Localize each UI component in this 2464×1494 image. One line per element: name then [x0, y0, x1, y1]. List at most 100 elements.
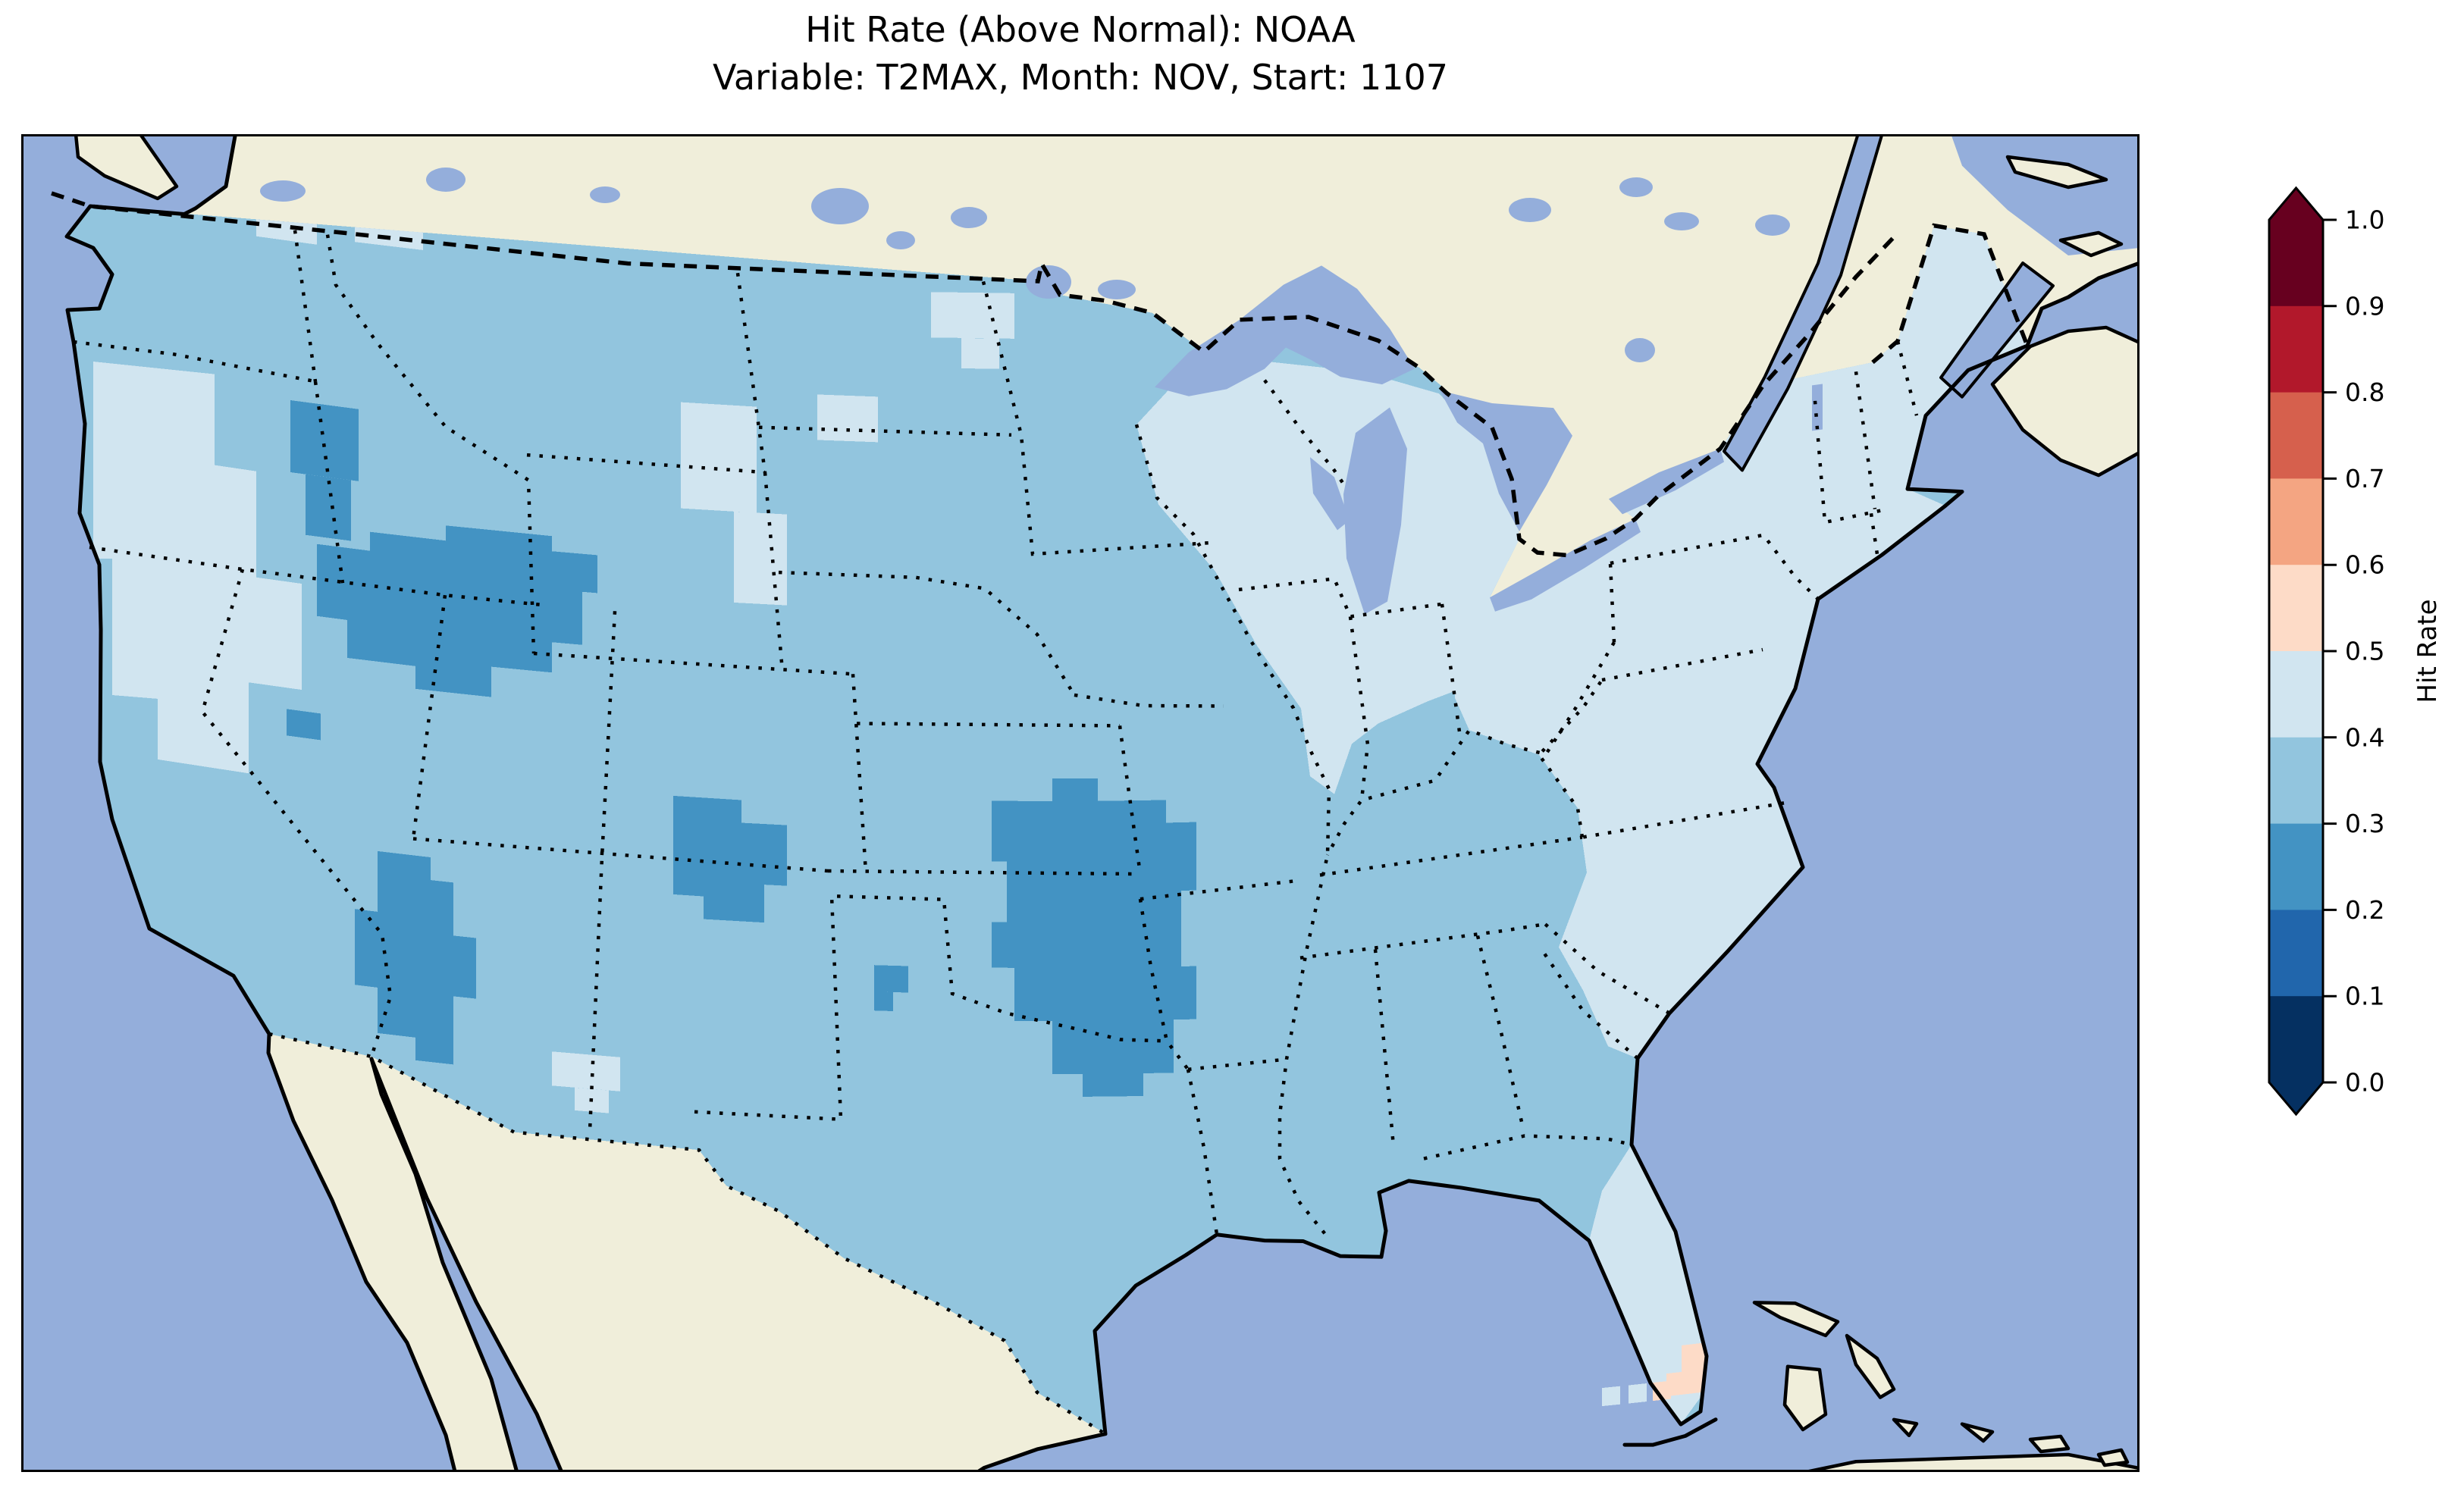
- eleuthera-island: [1845, 1333, 1896, 1399]
- canada-lake: [260, 180, 306, 202]
- colorbar-tick-label: 0.4: [2345, 722, 2384, 752]
- cuba: [1797, 1452, 2140, 1472]
- canada-lake: [1098, 280, 1136, 299]
- prince-edward-island: [2058, 230, 2124, 258]
- colorbar-bin-0.7-0.8: [2269, 392, 2323, 479]
- us-canada-border: [51, 191, 1895, 558]
- hit-rate-region-light-florida-peninsula: [1589, 1145, 1707, 1425]
- lake-of-the-woods: [1026, 265, 1071, 299]
- colorbar-over-arrow: [2269, 188, 2323, 220]
- colorbar-bin-0.4-0.5: [2269, 651, 2323, 738]
- hit-rate-region-light-keys-cells: [1602, 1386, 1620, 1407]
- andros-island: [1782, 1364, 1828, 1432]
- colorbar-tick-label: 1.0: [2345, 205, 2384, 235]
- hit-rate-region-light-nd-mn-cells: [931, 292, 1014, 339]
- lake-ontario: [1609, 448, 1724, 515]
- colorbar-axis-label: Hit Rate: [2412, 599, 2443, 703]
- vancouver-island: [74, 134, 179, 201]
- hit-rate-region-light-nd-mn-cells: [961, 338, 999, 369]
- hit-rate-region-dark-nv-cells: [287, 709, 321, 741]
- colorbar-tick-label: 0.8: [2345, 377, 2384, 407]
- figure-title-line2: Variable: T2MAX, Month: NOV, Start: 1107: [712, 57, 1449, 99]
- canada-lake: [1755, 215, 1790, 236]
- lake-huron: [1440, 390, 1572, 532]
- colorbar-bin-0.3-0.4: [2269, 737, 2323, 825]
- hit-rate-region-dark-southern-plains: [992, 778, 1196, 1097]
- bay-of-fundy: [1939, 262, 2055, 399]
- canada-lake: [1625, 338, 1655, 362]
- canada-lake: [1619, 177, 1653, 197]
- colorbar-bin-0.2-0.3: [2269, 823, 2323, 910]
- colorbar-tick-label: 0.2: [2345, 895, 2384, 925]
- colorbar-tick-label: 0.5: [2345, 637, 2384, 666]
- hit-rate-region-dark-tx-panhandle-cells: [874, 965, 908, 993]
- colorbar-tick-label: 0.9: [2345, 291, 2384, 321]
- map-frame: [21, 134, 2140, 1472]
- colorbar-bin-0.1-0.2: [2269, 910, 2323, 997]
- state-borders: [73, 230, 1919, 1436]
- figure-title: Hit Rate (Above Normal): NOAA Variable: …: [21, 6, 2140, 102]
- colorbar-under-arrow: [2269, 1082, 2323, 1114]
- hit-rate-data-layer: [67, 206, 2027, 1434]
- map-canvas: [21, 134, 2140, 1472]
- hit-rate-region-light-east: [1455, 225, 2027, 1059]
- grand-bahama: [1752, 1301, 1840, 1338]
- hit-rate-region-light-id-mt-cells: [734, 511, 787, 606]
- hit-rate-offshore-cells: [1602, 1380, 1671, 1407]
- bahama-cay: [2028, 1434, 2071, 1454]
- canada-lake: [426, 168, 466, 192]
- hit-rate-region-dark-west-interior: [317, 525, 597, 697]
- hit-rate-region-dark-co-nm: [673, 795, 787, 923]
- canada-lake: [886, 231, 915, 249]
- colorbar-tick-label: 0.3: [2345, 809, 2384, 838]
- canada-lake: [811, 188, 869, 224]
- hit-rate-region-dark-tx-panhandle-cells: [874, 991, 893, 1011]
- canada-lake: [951, 207, 987, 228]
- hit-rate-region-dark-az: [355, 850, 476, 1065]
- colorbar-bin-0.8-0.9: [2269, 305, 2323, 393]
- colorbar-ticks: 1.0 0.9 0.8 0.7 0.6 0.5 0.4 0.3 0.2 0.1 0.0: [2323, 205, 2384, 1098]
- canada-lake: [1664, 212, 1699, 230]
- lake-champlain: [1812, 384, 1823, 431]
- colorbar-segments: [2269, 220, 2323, 1083]
- colorbar-bin-0.0-0.1: [2269, 996, 2323, 1083]
- figure-title-line1: Hit Rate (Above Normal): NOAA: [805, 9, 1356, 50]
- colorbar: 1.0 0.9 0.8 0.7 0.6 0.5 0.4 0.3 0.2 0.1 0.0 Hit Ra…: [2268, 186, 2443, 1117]
- maine-canada-border: [1871, 223, 2030, 365]
- anticosti-island: [2005, 155, 2108, 189]
- bahama-cay: [1892, 1417, 1919, 1438]
- colorbar-bin-0.6-0.7: [2269, 478, 2323, 565]
- colorbar-tick-label: 0.1: [2345, 982, 2384, 1011]
- colorbar-tick-label: 0.6: [2345, 550, 2384, 580]
- colorbar-extend-arrows: [2269, 188, 2323, 1114]
- colorbar-bin-0.5-0.6: [2269, 565, 2323, 652]
- lake-superior: [1155, 265, 1415, 396]
- hit-rate-region-light-west-pale-zone: [93, 362, 302, 774]
- lakes-layer: [260, 134, 2140, 615]
- islands-layer: [74, 134, 2140, 1472]
- international-borders: [51, 191, 2030, 558]
- hit-rate-region-light-upper-midwest: [1136, 361, 1530, 794]
- canada-lake: [590, 186, 620, 203]
- bahama-cay: [2096, 1448, 2130, 1467]
- nova-scotia: [1990, 325, 2140, 478]
- hit-rate-region-light-nm-cells: [552, 1051, 620, 1092]
- st-lawrence-river: [1723, 134, 1884, 472]
- hit-rate-region-pink-keys-cell: [1653, 1380, 1671, 1402]
- florida-keys: [1622, 1417, 1718, 1447]
- lake-michigan: [1343, 407, 1407, 615]
- hit-rate-patches: [93, 206, 2027, 1425]
- hit-rate-region-light-id-mt-cells: [817, 394, 878, 443]
- hit-rate-region-light-keys-cells: [1629, 1383, 1647, 1404]
- hit-rate-region-light-id-mt-cells: [681, 402, 757, 513]
- green-bay: [1310, 457, 1350, 531]
- colorbar-tick-label: 0.7: [2345, 464, 2384, 493]
- hit-rate-region-pink-miami: [1666, 1368, 1708, 1397]
- colorbar-tick-label: 0.0: [2345, 1068, 2384, 1098]
- hit-rate-region-dark-wa: [306, 474, 351, 541]
- gulf-of-st-lawrence: [1951, 134, 2140, 255]
- coastline: [64, 134, 2140, 1472]
- bahama-cay: [1960, 1422, 1995, 1443]
- colorbar-bin-0.9-1.0: [2269, 220, 2323, 307]
- hit-rate-region-dark-wa: [290, 400, 359, 481]
